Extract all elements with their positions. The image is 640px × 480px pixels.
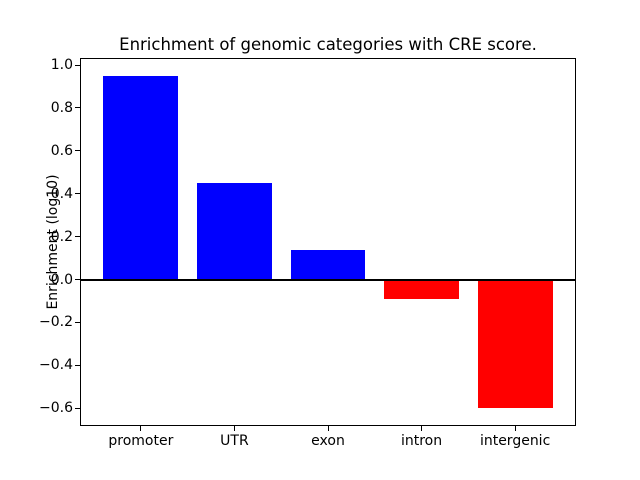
x-tick-label: promoter: [108, 433, 174, 449]
zero-line: [81, 278, 575, 281]
y-tick: [75, 150, 80, 152]
y-tick-label: 1.0: [50, 57, 73, 74]
y-tick-label: −0.4: [39, 357, 73, 374]
x-tick: [514, 426, 516, 431]
x-tick: [421, 426, 423, 431]
y-tick-label: 0.4: [50, 185, 73, 202]
x-tick: [233, 426, 235, 431]
y-tick-label: −0.2: [39, 314, 73, 331]
x-tick-label: exon: [311, 433, 345, 449]
y-tick: [75, 407, 80, 409]
y-tick-label: −0.6: [39, 400, 73, 417]
y-tick: [75, 193, 80, 195]
x-tick-label: UTR: [220, 433, 249, 449]
y-tick-label: 0.6: [50, 142, 73, 159]
bar-exon: [290, 249, 366, 280]
y-tick-label: 0.8: [50, 99, 73, 116]
y-tick: [75, 107, 80, 109]
y-tick-label: 0.0: [50, 271, 73, 288]
y-tick: [75, 364, 80, 366]
x-tick-label: intron: [400, 433, 443, 449]
x-tick: [140, 426, 142, 431]
bar-promoter: [103, 75, 179, 280]
y-tick: [75, 279, 80, 281]
y-tick-label: 0.2: [50, 228, 73, 245]
bar-UTR: [197, 183, 272, 280]
y-tick: [75, 236, 80, 238]
x-tick: [327, 426, 329, 431]
y-tick: [75, 321, 80, 323]
plot-area: 1.0 0.8 0.6 0.4 0.2 0.0 −0.2 −0.4 −0.6 promoter UT…: [39, 57, 576, 449]
bar-intron: [384, 279, 459, 299]
y-tick: [75, 64, 80, 66]
x-tick-label: intergenic: [479, 433, 551, 449]
bar-intergenic: [477, 279, 553, 409]
chart-title: Enrichment of genomic categories with CR…: [119, 35, 537, 54]
